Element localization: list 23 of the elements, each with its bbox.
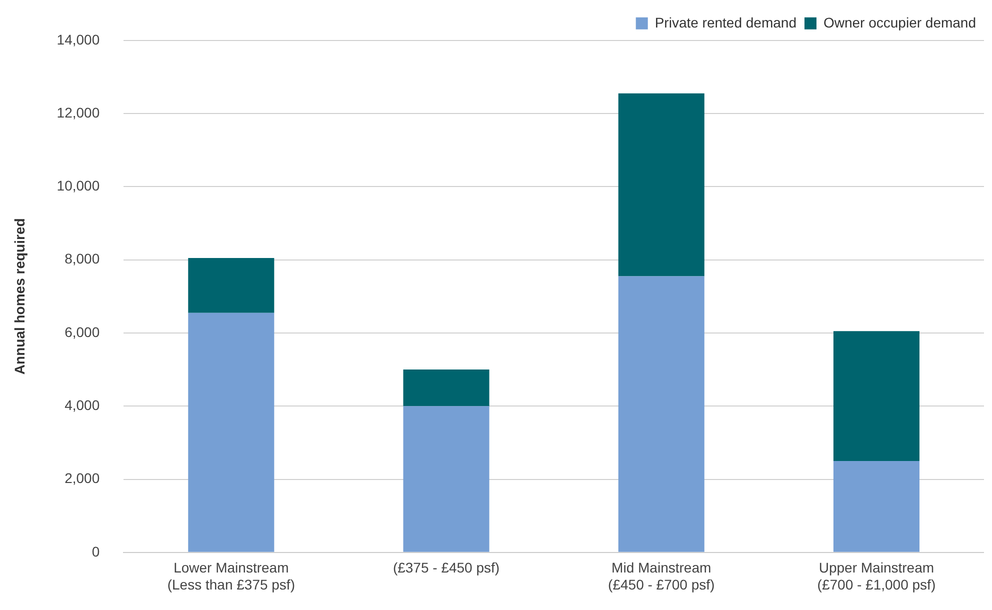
y-tick-label: 2,000 — [64, 470, 100, 486]
legend-label: Private rented demand — [654, 14, 796, 30]
y-tick-label: 6,000 — [64, 324, 100, 340]
y-axis-title: Annual homes required — [11, 218, 28, 375]
x-tick-label: Mid Mainstream (£450 - £700 psf) — [608, 560, 715, 592]
x-tick-label: (£375 - £450 psf) — [392, 560, 500, 576]
y-tick-label: 14,000 — [56, 31, 100, 48]
x-tick-label: Upper Mainstream (£700 - £1,000 psf) — [817, 560, 936, 592]
bar — [403, 370, 490, 406]
y-tick-label: 0 — [92, 543, 100, 560]
x-tick-label: Lower Mainstream (Less than £375 psf) — [167, 560, 295, 592]
bar — [833, 460, 920, 552]
y-tick-label: 8,000 — [64, 250, 100, 267]
y-tick-label: 10,000 — [56, 178, 100, 194]
legend-label: Owner occupier demand — [823, 14, 976, 30]
bar — [833, 331, 920, 461]
bar — [403, 406, 490, 552]
y-tick-label: 4,000 — [64, 396, 100, 413]
bar — [618, 276, 704, 552]
bar — [188, 258, 274, 313]
bar — [188, 312, 274, 552]
y-tick-label: 12,000 — [56, 104, 100, 120]
bar — [618, 93, 704, 276]
